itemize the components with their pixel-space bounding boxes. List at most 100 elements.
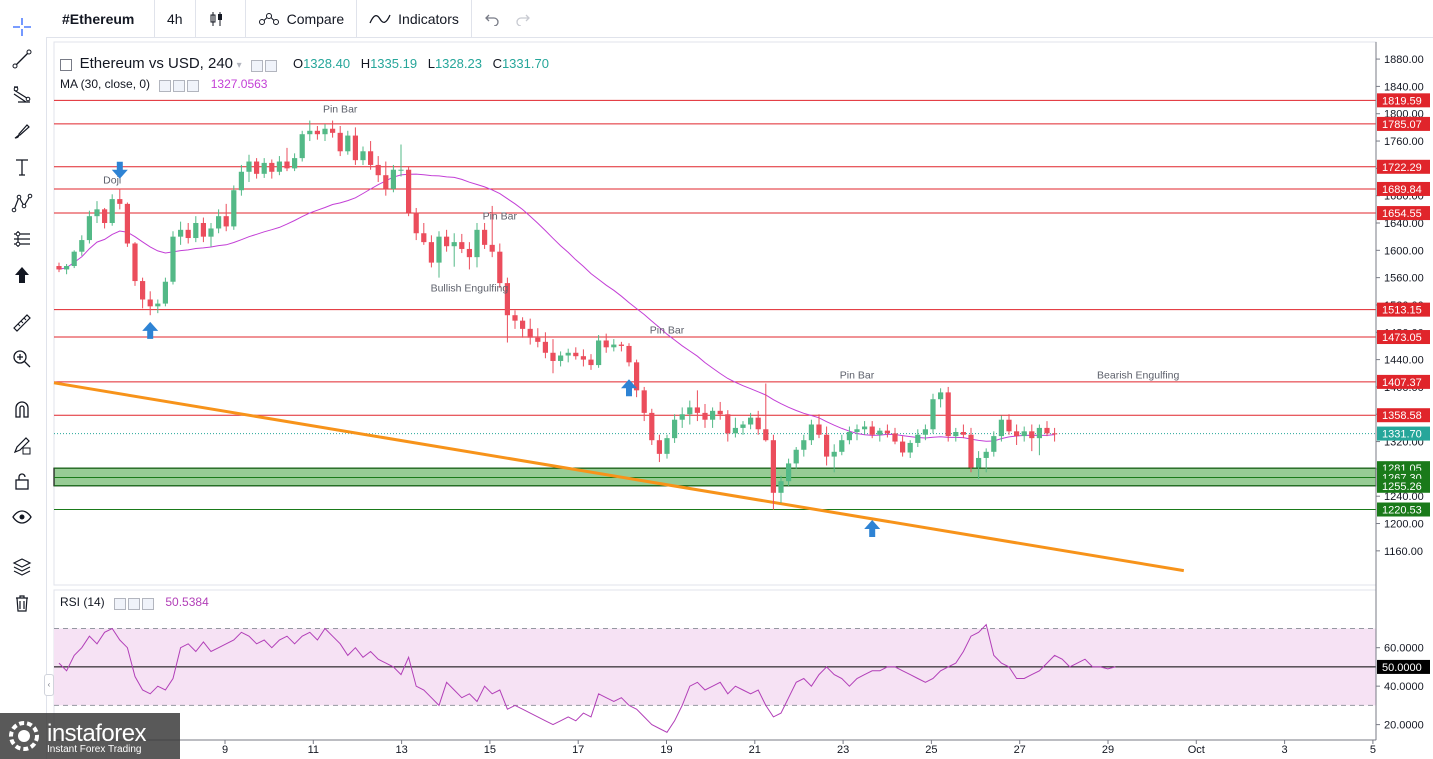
candle-body (223, 216, 229, 227)
high-value: 1335.19 (370, 56, 418, 71)
brush-tool[interactable] (8, 117, 36, 145)
candle-body (1044, 427, 1050, 434)
candle-body (466, 248, 472, 258)
compare-button[interactable]: Compare (246, 0, 358, 37)
candles-icon (210, 11, 222, 26)
legend-collapse-icon[interactable] (60, 58, 72, 71)
candle-body (117, 199, 123, 204)
candle-body (246, 161, 252, 172)
interval-button[interactable]: 4h (155, 0, 196, 37)
candle-body (1014, 431, 1020, 437)
legend-dropdown-icon[interactable]: ▾ (236, 60, 242, 71)
prediction-tool[interactable] (8, 225, 36, 253)
price-tick-label: 1440.00 (1384, 355, 1424, 367)
ruler-tool[interactable] (8, 309, 36, 337)
fib-tool[interactable] (8, 81, 36, 109)
level-price-label: 1407.37 (1382, 377, 1422, 389)
candle-body (884, 430, 890, 434)
trend-line-stroke (53, 381, 1185, 573)
pattern-tool[interactable] (8, 189, 36, 217)
time-tick-label: 15 (484, 744, 496, 756)
candle-body (664, 438, 670, 454)
ruler-icon (13, 314, 31, 332)
candle-body (284, 161, 290, 169)
zoom-icon (13, 350, 31, 368)
open-key: O (292, 56, 304, 71)
support-zone (53, 467, 1377, 487)
watermark-tagline: Instant Forex Trading (47, 744, 142, 755)
chart-type-button[interactable] (196, 0, 246, 37)
candle-body (900, 441, 906, 453)
symbol-search-button[interactable]: #Ethereum (0, 0, 155, 37)
rsi-tick-label: 60.0000 (1384, 643, 1424, 655)
low-key: L (427, 56, 435, 71)
rsi-pane (54, 623, 1376, 733)
candle-body (231, 190, 237, 227)
candle-body (406, 169, 412, 213)
candle-body (56, 266, 62, 270)
level-price-tag (1377, 478, 1430, 493)
support-zone-rect (53, 467, 1377, 487)
visibility-tool[interactable] (8, 503, 36, 531)
arrow-tool[interactable] (8, 261, 36, 289)
candle-body (140, 281, 146, 300)
candle-body (801, 440, 807, 450)
ma-line (58, 173, 1055, 442)
rsi-legend: RSI (14) 50.5384 (60, 595, 209, 610)
candle-body (778, 481, 784, 493)
candle-body (102, 209, 108, 223)
main-pane-bg (53, 41, 1377, 586)
level-price-label: 1785.07 (1382, 119, 1422, 131)
candle-body (162, 281, 168, 304)
layers-tool[interactable] (8, 553, 36, 581)
zoom-tool[interactable] (8, 345, 36, 373)
candle-body (208, 228, 214, 237)
candle-body (527, 328, 533, 338)
candle-body (580, 356, 586, 360)
time-axis[interactable]: 9 11 13 15 17 19 21 23 25 27 29 Oct 3 5 (54, 739, 1376, 756)
candle-body (588, 359, 594, 366)
arrow-up-marker (621, 379, 637, 397)
top-toolbar: #Ethereum 4h Compare Indicators (0, 0, 1433, 38)
candle-body (170, 236, 176, 282)
candle-body (497, 251, 503, 284)
candle-body (831, 451, 837, 457)
rsi-settings-buttons[interactable] (114, 596, 156, 610)
candle-body (938, 392, 944, 400)
trend-line[interactable] (53, 381, 1185, 573)
candle-body (322, 128, 328, 135)
indicators-button[interactable]: Indicators (357, 0, 472, 37)
trend-line-tool[interactable] (8, 45, 36, 73)
annotations: Doji Pin Bar Pin Bar Bullish Engulfing Pin B… (103, 103, 1179, 381)
remove-drawings-tool[interactable] (8, 589, 36, 617)
candle-body (71, 251, 77, 267)
legend-settings-buttons[interactable] (251, 57, 279, 72)
candle-body (428, 242, 434, 263)
crosshair-tool[interactable] (8, 13, 36, 41)
collapse-toolbar-handle[interactable]: ‹ (44, 674, 54, 696)
time-tick-label: Oct (1188, 744, 1205, 756)
ma-settings-buttons[interactable] (159, 78, 201, 92)
candle-body (200, 223, 206, 237)
price-axis[interactable]: 1880.001840.001800.001760.001720.001680.… (1375, 42, 1430, 740)
candle-body (945, 392, 951, 437)
text-tool[interactable] (8, 153, 36, 181)
magnet-tool[interactable] (8, 395, 36, 423)
candle-body (451, 242, 457, 247)
candle-body (930, 399, 936, 430)
undo-icon[interactable] (484, 12, 500, 26)
candle-body (816, 424, 822, 435)
candle-body (649, 412, 655, 441)
indicators-label: Indicators (398, 10, 459, 27)
candle-body (193, 223, 199, 239)
indicators-icon (369, 14, 391, 23)
candle-body (299, 134, 305, 159)
candle-body (155, 303, 161, 307)
lock-drawing-tool[interactable] (8, 431, 36, 459)
moving-average (58, 173, 1055, 442)
lock-tool[interactable] (8, 467, 36, 495)
redo-icon[interactable] (515, 12, 531, 26)
level-price-tag (1377, 374, 1430, 389)
candle-body (976, 457, 982, 468)
